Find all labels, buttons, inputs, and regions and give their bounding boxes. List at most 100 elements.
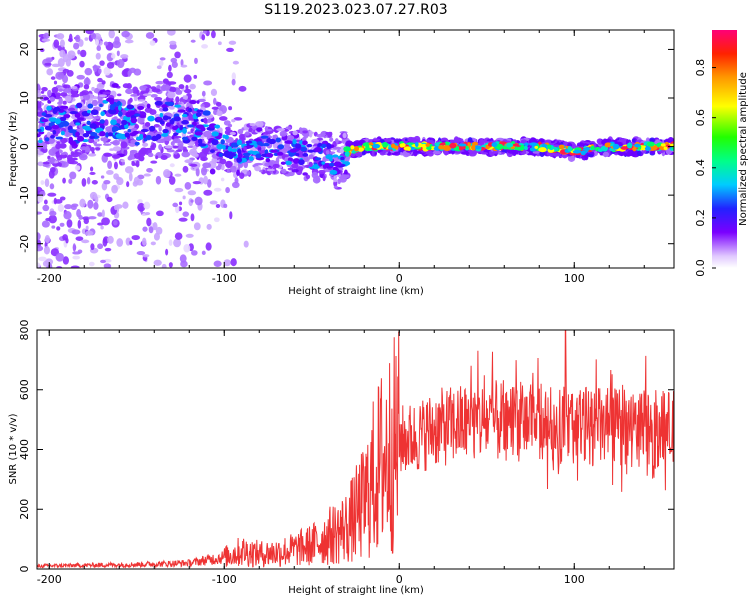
heatmap-cell	[229, 165, 237, 173]
heatmap-cell	[121, 119, 128, 126]
heatmap-cell	[200, 166, 208, 176]
heatmap-cell	[85, 230, 94, 236]
heatmap-cell	[122, 201, 129, 209]
heatmap-cell	[142, 142, 149, 147]
heatmap-cell	[62, 84, 71, 89]
heatmap-cell	[195, 124, 205, 129]
heatmap-cell	[99, 60, 105, 66]
heatmap-cell	[201, 90, 206, 97]
heatmap-cell	[60, 92, 68, 97]
heatmap-cell	[634, 143, 641, 148]
heatmap-cell	[139, 85, 148, 91]
heatmap-cell	[160, 155, 168, 160]
heatmap-cell	[665, 138, 670, 143]
heatmap-cell	[226, 168, 230, 173]
heatmap-cell	[316, 133, 326, 138]
heatmap-cell	[111, 154, 121, 159]
heatmap-cell	[552, 152, 562, 157]
heatmap-cell	[143, 201, 151, 210]
heatmap-cell	[155, 155, 159, 160]
heatmap-cell	[141, 237, 147, 246]
spectrogram-frame	[36, 29, 675, 269]
heatmap-cell	[256, 141, 263, 146]
snr-xtick-label: -100	[212, 573, 237, 586]
heatmap-cell	[272, 142, 278, 149]
heatmap-cell	[140, 128, 149, 133]
heatmap-cell	[37, 194, 44, 203]
heatmap-cell	[109, 148, 115, 151]
heatmap-cell	[121, 30, 130, 38]
heatmap-cell	[342, 132, 347, 139]
heatmap-cell	[218, 116, 228, 121]
heatmap-cell	[74, 165, 81, 171]
heatmap-cell	[103, 66, 111, 76]
heatmap-cell	[91, 99, 99, 107]
spectrogram-ytick-label: -10	[18, 186, 31, 204]
heatmap-cell	[106, 62, 115, 69]
heatmap-cell	[211, 106, 219, 110]
heatmap-cell	[254, 165, 261, 172]
heatmap-cell	[300, 146, 308, 152]
heatmap-cell	[87, 109, 92, 114]
heatmap-cell	[158, 144, 163, 151]
heatmap-cell	[254, 121, 264, 128]
heatmap-cell	[44, 199, 48, 205]
heatmap-cell	[42, 161, 51, 165]
heatmap-cell	[233, 117, 243, 121]
heatmap-cell	[216, 143, 224, 150]
heatmap-cell	[202, 162, 212, 169]
heatmap-cell	[558, 144, 565, 149]
heatmap-cell	[89, 171, 96, 176]
heatmap-cell	[41, 86, 48, 92]
heatmap-cell	[87, 216, 97, 220]
heatmap-cell	[170, 57, 178, 64]
heatmap-cell	[54, 118, 61, 125]
heatmap-cell	[174, 173, 182, 177]
heatmap-cell	[90, 109, 99, 116]
heatmap-cell	[76, 135, 85, 142]
heatmap-cell	[150, 160, 158, 164]
heatmap-cell	[597, 138, 603, 145]
heatmap-cell	[179, 254, 187, 263]
heatmap-cell	[155, 80, 164, 85]
heatmap-cell	[341, 174, 350, 179]
heatmap-cell	[214, 124, 221, 129]
colorbar: 0.0 0.2 0.4 0.6 0.8 Normalized spectral ampl…	[694, 30, 749, 277]
heatmap-cell	[345, 140, 354, 148]
heatmap-cell	[168, 262, 173, 268]
heatmap-cell	[644, 146, 652, 151]
heatmap-cell	[159, 120, 165, 125]
heatmap-cell	[76, 208, 82, 218]
heatmap-cell	[44, 62, 52, 66]
heatmap-cell	[203, 130, 212, 138]
heatmap-cell	[72, 255, 81, 260]
heatmap-cell	[237, 148, 242, 155]
heatmap-cell	[93, 202, 99, 210]
heatmap-cell	[158, 125, 162, 132]
heatmap-cell	[62, 68, 70, 73]
spectrogram-heatmap	[37, 30, 674, 268]
heatmap-cell	[401, 143, 406, 148]
heatmap-cell	[279, 130, 287, 137]
figure-title: S119.2023.023.07.27.R03	[264, 2, 447, 18]
heatmap-cell	[576, 142, 585, 147]
heatmap-cell	[173, 132, 179, 136]
heatmap-cell	[249, 123, 256, 127]
heatmap-cell	[40, 148, 44, 152]
heatmap-cell	[79, 146, 88, 151]
heatmap-cell	[238, 133, 245, 140]
heatmap-cell	[206, 223, 212, 230]
heatmap-cell	[37, 245, 44, 252]
heatmap-cell	[77, 249, 83, 254]
heatmap-cell	[48, 137, 56, 144]
heatmap-cell	[254, 162, 264, 166]
heatmap-cell	[164, 135, 173, 142]
heatmap-cell	[76, 102, 83, 109]
heatmap-cell	[220, 139, 225, 145]
heatmap-cell	[107, 132, 113, 137]
heatmap-cell	[154, 96, 163, 101]
heatmap-cell	[137, 202, 146, 212]
heatmap-cell	[58, 88, 64, 92]
heatmap-cell	[144, 121, 151, 127]
